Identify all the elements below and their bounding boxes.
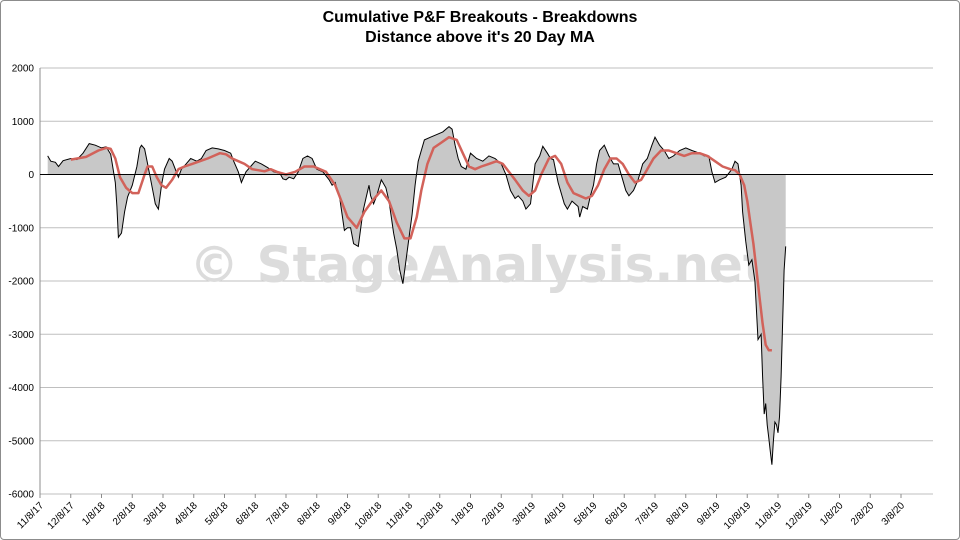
x-tick-label: 11/8/18 <box>384 500 415 531</box>
x-tick-label: 12/8/17 <box>45 500 77 532</box>
x-tick-label: 11/8/19 <box>753 500 784 531</box>
x-tick-label: 11/8/17 <box>15 500 46 531</box>
x-tick-label: 9/8/19 <box>695 500 723 528</box>
axes <box>39 68 933 494</box>
distance-area <box>47 126 786 465</box>
y-tick-label: 1000 <box>12 117 35 128</box>
x-tick-label: 12/8/19 <box>783 500 815 532</box>
x-tick-label: 5/8/19 <box>572 500 600 528</box>
x-tick-label: 10/8/19 <box>722 500 754 532</box>
x-tick-label: 6/8/19 <box>603 500 631 528</box>
x-tick-label: 1/8/19 <box>449 500 477 528</box>
x-tick-label: 2/8/20 <box>849 500 877 528</box>
x-tick-label: 8/8/19 <box>664 500 692 528</box>
x-tick-label: 7/8/18 <box>265 500 293 528</box>
x-tick-label: 3/8/18 <box>142 500 170 528</box>
watermark-text: © StageAnalysis.net <box>189 236 767 294</box>
x-tick-label: 2/8/18 <box>111 500 139 528</box>
y-tick-labels: 2000 1000 0 -1000 -2000 -3000 -4000 -5000 -6000 <box>8 64 34 501</box>
x-tick-label: 4/8/18 <box>172 500 200 528</box>
y-tick-label: -4000 <box>8 383 34 394</box>
y-tick-label: -5000 <box>8 436 34 447</box>
x-tick-label: 12/8/18 <box>414 500 446 532</box>
x-tick-label: 6/8/18 <box>234 500 262 528</box>
y-tick-label: -3000 <box>8 330 34 341</box>
y-tick-label: -6000 <box>8 490 34 501</box>
x-tick-label: 4/8/19 <box>541 500 569 528</box>
x-tick-label: 5/8/18 <box>203 500 231 528</box>
moving-average-line <box>70 135 772 352</box>
x-tick-labels: 11/8/17 12/8/17 1/8/18 2/8/18 3/8/18 4/8/18 5/… <box>15 494 907 532</box>
x-tick-label: 2/8/19 <box>480 500 508 528</box>
x-tick-label: 7/8/19 <box>634 500 662 528</box>
chart-title-block: Cumulative P&F Breakouts - Breakdowns Di… <box>0 8 960 48</box>
x-tick-label: 9/8/18 <box>326 500 354 528</box>
y-tick-label: -1000 <box>8 223 34 234</box>
x-tick-label: 8/8/18 <box>295 500 323 528</box>
x-tick-label: 3/8/20 <box>880 500 908 528</box>
x-tick-label: 1/8/18 <box>80 500 108 528</box>
chart-subtitle: Distance above it's 20 Day MA <box>365 29 595 46</box>
x-tick-label: 3/8/19 <box>511 500 539 528</box>
x-tick-label: 1/8/20 <box>818 500 846 528</box>
x-tick-label: 10/8/18 <box>353 500 385 532</box>
y-tick-label: -2000 <box>8 277 34 288</box>
y-tick-label: 2000 <box>12 64 35 75</box>
chart-title: Cumulative P&F Breakouts - Breakdowns <box>322 9 638 26</box>
y-tick-label: 0 <box>28 170 34 181</box>
